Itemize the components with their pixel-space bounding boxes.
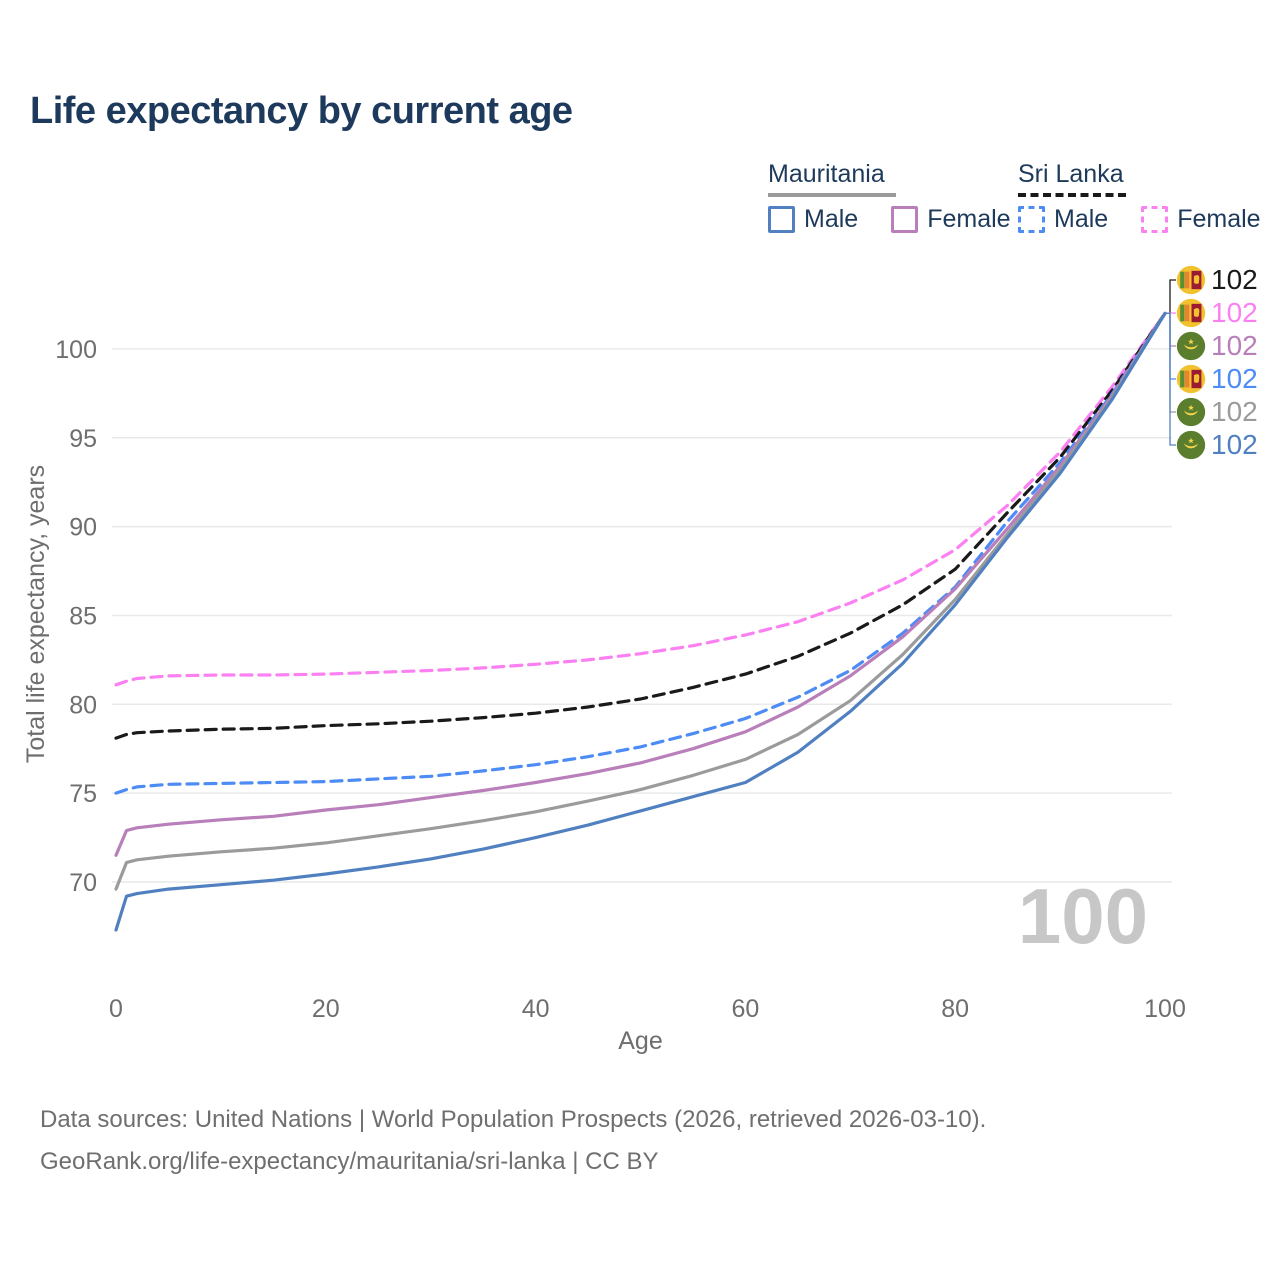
legend-country-label: Sri Lanka: [1018, 160, 1124, 188]
end-value: 102: [1211, 297, 1258, 328]
mauritania-flag-icon: [1176, 397, 1206, 427]
end-label-row: 102: [1176, 430, 1258, 460]
series-line-sri-lanka-both[interactable]: [114, 311, 1167, 740]
legend-item-label[interactable]: Female: [1177, 205, 1261, 233]
mauritania-flag-icon: [1176, 331, 1206, 361]
sri-lanka-flag-icon: [1176, 265, 1206, 295]
legend-group-sri-lanka[interactable]: Sri Lanka: [1018, 160, 1126, 197]
legend-group-mauritania[interactable]: Mauritania: [768, 160, 896, 197]
end-label-row: 102: [1176, 397, 1258, 427]
legend-items-mauritania: Male Female: [768, 205, 1011, 234]
legend-country-label: Mauritania: [768, 160, 885, 188]
attribution-note: GeoRank.org/life-expectancy/mauritania/s…: [40, 1148, 659, 1175]
age-watermark: 100: [1018, 872, 1148, 960]
series-line-mauritania-female[interactable]: [114, 311, 1167, 857]
end-label-row: 102: [1176, 298, 1258, 328]
legend-items-sri-lanka: Male Female: [1018, 205, 1261, 234]
sri-lanka-female-swatch[interactable]: [1141, 206, 1169, 233]
x-tick-label: 0: [109, 995, 123, 1023]
legend-item-label[interactable]: Female: [927, 205, 1011, 233]
end-label-row: 102: [1176, 265, 1258, 295]
x-tick-label: 40: [522, 995, 550, 1023]
legend-item-label[interactable]: Male: [1054, 205, 1109, 233]
end-value: 102: [1211, 330, 1258, 361]
y-tick-label: 90: [69, 514, 97, 542]
legend-item-label[interactable]: Male: [804, 205, 859, 233]
sri-lanka-flag-icon: [1176, 298, 1206, 328]
y-tick-label: 70: [69, 869, 97, 897]
y-axis-title: Total life expectancy, years: [22, 465, 50, 763]
series-line-mauritania-both[interactable]: [114, 311, 1167, 891]
mauritania-solid-line-swatch: [768, 193, 896, 197]
end-value: 102: [1211, 363, 1258, 394]
data-sources-note: Data sources: United Nations | World Pop…: [40, 1106, 987, 1133]
end-value: 102: [1211, 396, 1258, 427]
y-tick-label: 95: [69, 425, 97, 453]
end-label-row: 102: [1176, 364, 1258, 394]
series-line-mauritania-male[interactable]: [114, 311, 1167, 932]
sri-lanka-dashed-line-swatch: [1018, 193, 1126, 197]
end-value: 102: [1211, 429, 1258, 460]
end-label-row: 102: [1176, 331, 1258, 361]
sri-lanka-male-swatch[interactable]: [1018, 206, 1045, 233]
x-tick-label: 20: [312, 995, 340, 1023]
x-axis-title: Age: [618, 1027, 662, 1055]
end-label-connector: [1165, 279, 1176, 315]
mauritania-male-swatch[interactable]: [768, 206, 795, 233]
chart-plot-area: 70 75 80 85 90 95 100 0 20 40 60 80 100 Age Total life…: [22, 279, 1186, 1055]
y-tick-label: 100: [55, 336, 97, 364]
sri-lanka-flag-icon: [1176, 364, 1206, 394]
mauritania-female-swatch[interactable]: [891, 206, 919, 233]
mauritania-flag-icon: [1176, 430, 1206, 460]
page-title: Life expectancy by current age: [30, 90, 573, 132]
y-tick-label: 85: [69, 603, 97, 631]
end-label-connector: [1165, 312, 1176, 446]
end-value: 102: [1211, 264, 1258, 295]
series-line-sri-lanka-female[interactable]: [114, 311, 1167, 687]
y-tick-label: 80: [69, 691, 97, 719]
x-tick-label: 80: [941, 995, 969, 1023]
x-tick-label: 100: [1144, 995, 1186, 1023]
series-line-sri-lanka-male[interactable]: [114, 311, 1167, 795]
y-tick-label: 75: [69, 780, 97, 808]
x-tick-label: 60: [731, 995, 759, 1023]
